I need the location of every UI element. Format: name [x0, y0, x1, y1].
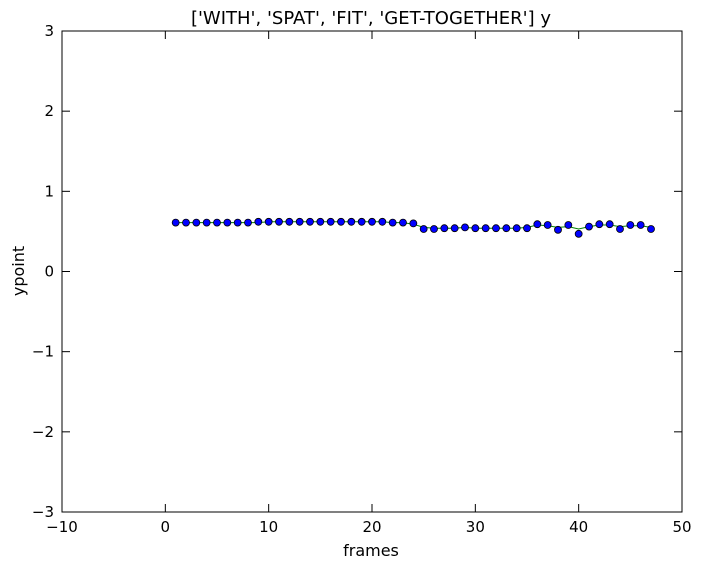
data-point — [338, 218, 345, 225]
data-point — [286, 218, 293, 225]
plot-area — [62, 31, 682, 512]
data-point — [524, 225, 531, 232]
x-tick-label: 20 — [362, 518, 381, 536]
data-point — [648, 226, 655, 233]
y-tick-label: 1 — [44, 182, 54, 200]
data-point — [617, 226, 624, 233]
data-point — [503, 225, 510, 232]
y-tick-label: −1 — [32, 343, 54, 361]
data-point — [317, 218, 324, 225]
y-axis-label: ypoint — [9, 246, 28, 296]
y-tick-label: 3 — [44, 22, 54, 40]
x-tick-labels: −10 0 10 20 30 40 50 — [46, 518, 691, 536]
data-point — [214, 219, 221, 226]
data-point — [307, 218, 314, 225]
data-point — [276, 218, 283, 225]
data-point — [410, 220, 417, 227]
x-axis-label: frames — [343, 541, 399, 560]
data-point — [637, 222, 644, 229]
data-point — [265, 218, 272, 225]
data-point — [534, 221, 541, 228]
x-tick-label: 40 — [569, 518, 588, 536]
y-tick-label: −2 — [32, 423, 54, 441]
data-point — [245, 219, 252, 226]
data-point — [224, 219, 231, 226]
data-point — [348, 218, 355, 225]
x-tick-label: 50 — [672, 518, 691, 536]
data-point — [596, 221, 603, 228]
data-point — [555, 226, 562, 233]
y-tick-label: 0 — [44, 263, 54, 281]
data-point — [369, 218, 376, 225]
x-tick-label: 10 — [259, 518, 278, 536]
data-point — [379, 218, 386, 225]
data-point — [565, 222, 572, 229]
data-point — [172, 219, 179, 226]
data-point — [627, 222, 634, 229]
data-point — [234, 219, 241, 226]
data-point — [203, 219, 210, 226]
chart-title: ['WITH', 'SPAT', 'FIT', 'GET-TOGETHER'] … — [191, 8, 551, 29]
data-point — [451, 225, 458, 232]
data-point — [193, 219, 200, 226]
data-point — [400, 219, 407, 226]
y-tick-label: −3 — [32, 503, 54, 521]
data-point — [420, 226, 427, 233]
data-point — [441, 225, 448, 232]
data-point — [462, 224, 469, 231]
data-point — [296, 218, 303, 225]
y-tick-labels: −3 −2 −1 0 1 2 3 — [32, 22, 54, 521]
data-point — [358, 218, 365, 225]
data-point — [513, 225, 520, 232]
data-point — [472, 225, 479, 232]
data-point — [575, 230, 582, 237]
data-point — [544, 222, 551, 229]
data-point — [493, 225, 500, 232]
x-tick-label: 30 — [466, 518, 485, 536]
data-point — [327, 218, 334, 225]
data-point — [482, 225, 489, 232]
data-point — [586, 223, 593, 230]
y-tick-label: 2 — [44, 102, 54, 120]
data-point — [431, 226, 438, 233]
data-point — [389, 219, 396, 226]
data-point — [255, 218, 262, 225]
data-point — [183, 219, 190, 226]
x-tick-label: 0 — [161, 518, 171, 536]
data-point — [606, 221, 613, 228]
